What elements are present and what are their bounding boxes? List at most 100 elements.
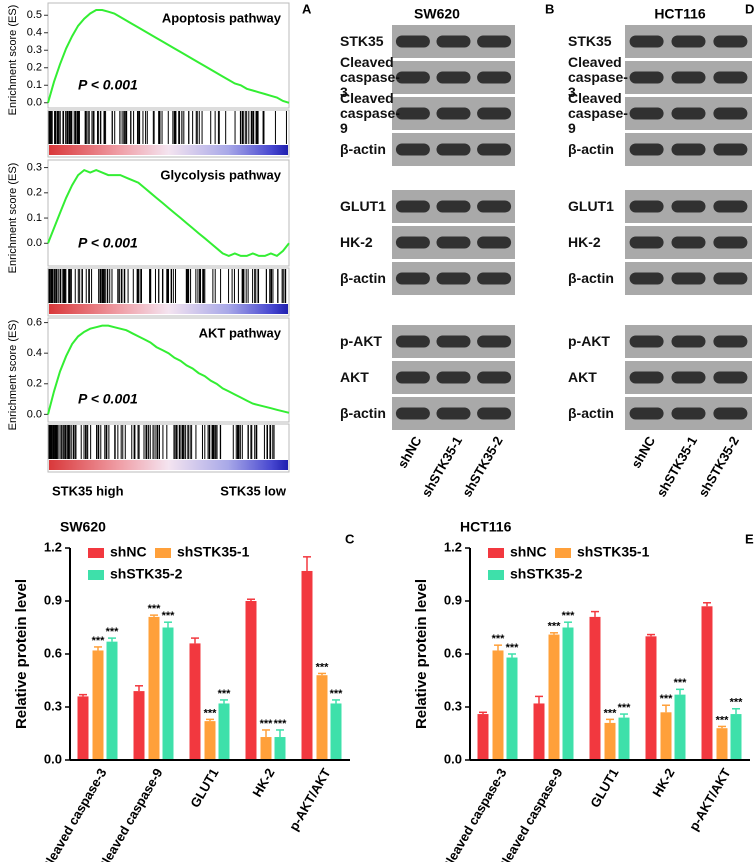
significance: *** xyxy=(260,718,274,730)
blot-band xyxy=(436,236,471,249)
y-axis-label: Enrichment score (ES) xyxy=(7,320,19,431)
blot-header: SW620 xyxy=(414,6,460,22)
significance: *** xyxy=(506,642,520,654)
row-label: β-actin xyxy=(568,405,614,421)
blot-band xyxy=(629,407,664,420)
pathway-title: Apoptosis pathway xyxy=(162,10,282,25)
blot-band xyxy=(477,35,512,48)
legend-label: shSTK35-2 xyxy=(110,566,183,582)
bar xyxy=(548,634,560,760)
blot-band xyxy=(713,107,748,120)
y-tick-label: 0.9 xyxy=(444,592,462,607)
bar xyxy=(506,657,518,760)
blot-header: HCT116 xyxy=(654,6,706,22)
row-label: Cleaved caspase-3 xyxy=(340,54,400,100)
blot-band xyxy=(436,407,471,420)
row-label: GLUT1 xyxy=(340,198,386,214)
blot-band xyxy=(629,335,664,348)
blot-band xyxy=(671,200,706,213)
bar xyxy=(701,606,713,760)
panel-label: A xyxy=(302,1,312,16)
row-label: β-actin xyxy=(340,270,386,286)
significance: *** xyxy=(204,707,218,719)
significance: *** xyxy=(548,621,562,633)
legend-label: shSTK35-2 xyxy=(510,566,583,582)
row-label: GLUT1 xyxy=(568,198,614,214)
y-tick-label: 1.2 xyxy=(444,539,462,554)
blot-band xyxy=(671,407,706,420)
rank-strip xyxy=(49,304,288,314)
lane-label: shNC xyxy=(395,433,425,470)
blot-band xyxy=(395,335,430,348)
blot-band xyxy=(629,236,664,249)
y-tick-label: 0.1 xyxy=(27,79,42,91)
blot-band xyxy=(671,35,706,48)
bar xyxy=(562,627,574,760)
bar xyxy=(274,737,286,760)
bar xyxy=(301,570,313,760)
bar xyxy=(260,737,272,760)
row-label: β-actin xyxy=(568,141,614,157)
y-tick-label: 0.2 xyxy=(27,378,42,390)
significance: *** xyxy=(604,707,618,719)
y-tick-label: 0.4 xyxy=(27,347,42,359)
row-label: p-AKT xyxy=(568,333,610,349)
bar xyxy=(674,694,686,760)
blot-band xyxy=(629,143,664,156)
significance: *** xyxy=(148,603,162,615)
y-tick-label: 0.1 xyxy=(27,212,42,224)
blot-band xyxy=(395,143,430,156)
bar xyxy=(245,601,257,760)
blot-band xyxy=(629,200,664,213)
y-tick-label: 0.5 xyxy=(27,9,42,21)
row-label: Cleaved caspase-3 xyxy=(568,54,628,100)
row-label: β-actin xyxy=(340,141,386,157)
plot-frame xyxy=(47,2,290,109)
x-tick-label: Cleaved caspase-3 xyxy=(38,766,109,862)
blot-band xyxy=(713,272,748,285)
x-tick-label: p-AKT/AKT xyxy=(686,766,734,834)
y-tick-label: 0.6 xyxy=(44,645,62,660)
blot-band xyxy=(436,272,471,285)
lane-label: shSTK35-1 xyxy=(418,434,465,500)
pathway-title: Glycolysis pathway xyxy=(160,167,281,182)
significance: *** xyxy=(92,635,106,647)
blot-band xyxy=(713,200,748,213)
panel-label: C xyxy=(345,531,355,546)
blot-band xyxy=(395,371,430,384)
blot-band xyxy=(671,272,706,285)
lane-label: shNC xyxy=(628,433,658,470)
significance: *** xyxy=(562,610,576,622)
chart-title: HCT116 xyxy=(460,519,512,535)
blot-band xyxy=(395,200,430,213)
bar xyxy=(533,703,545,760)
blot-band xyxy=(629,35,664,48)
legend-swatch xyxy=(88,548,104,558)
x-tick-label: p-AKT/AKT xyxy=(286,766,334,834)
y-tick-label: 0.0 xyxy=(27,237,42,249)
blot-band xyxy=(629,107,664,120)
bar xyxy=(716,728,728,760)
blot-band xyxy=(395,71,430,84)
lane-label: shSTK35-2 xyxy=(459,434,506,500)
row-label: AKT xyxy=(568,369,597,385)
x-tick-label: Cleaved caspase-3 xyxy=(438,766,509,862)
blot-band xyxy=(477,371,512,384)
legend-swatch xyxy=(488,548,504,558)
blot-band xyxy=(477,335,512,348)
es-curve xyxy=(47,9,290,104)
bar xyxy=(77,696,89,760)
bar xyxy=(106,641,118,760)
row-label: Cleaved caspase-9 xyxy=(340,90,400,136)
bar xyxy=(660,712,672,760)
x-tick-label: HK-2 xyxy=(649,766,677,800)
significance: *** xyxy=(674,677,688,689)
blot-band xyxy=(713,143,748,156)
blot-band xyxy=(477,200,512,213)
blot-band xyxy=(629,71,664,84)
panel-label: E xyxy=(745,531,754,546)
pathway-title: AKT pathway xyxy=(199,325,282,340)
legend-label: shNC xyxy=(110,544,147,560)
y-tick-label: 0.2 xyxy=(27,62,42,74)
legend-swatch xyxy=(155,548,171,558)
